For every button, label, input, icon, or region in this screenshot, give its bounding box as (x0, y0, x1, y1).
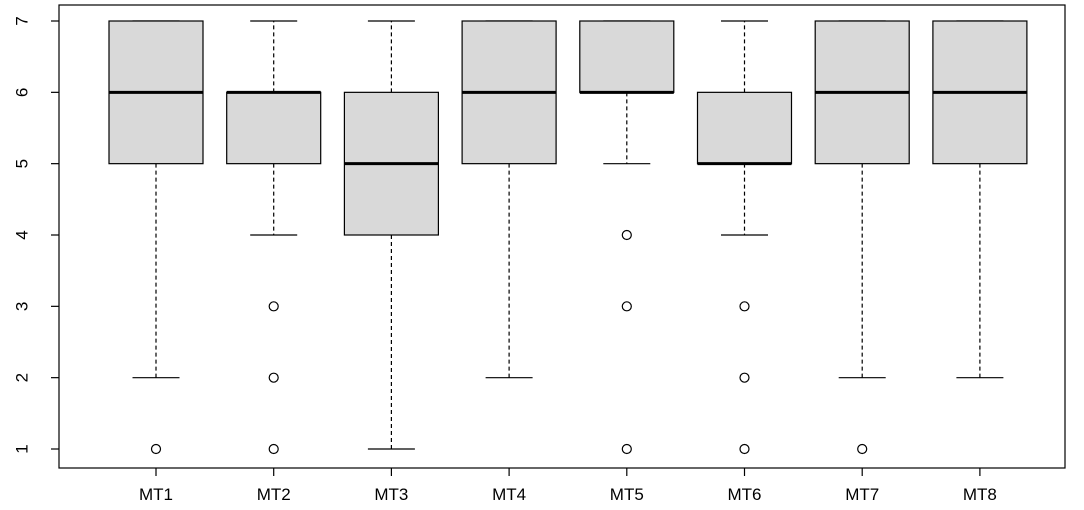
y-tick-label: 4 (13, 230, 32, 239)
outlier-point (621, 301, 632, 312)
outlier-point (739, 372, 750, 383)
y-axis: 1 2 3 4 5 6 7 (13, 16, 59, 454)
outlier-point (150, 443, 162, 455)
x-tick-label: MT3 (374, 485, 408, 504)
y-tick-label: 7 (13, 16, 32, 25)
box-mt5 (579, 20, 675, 455)
x-tick-label: MT8 (963, 485, 997, 504)
outlier-point (739, 301, 750, 312)
box-mt2 (226, 20, 322, 455)
y-tick-label: 5 (13, 159, 32, 168)
outlier-point (621, 229, 632, 241)
x-tick-label: MT5 (610, 485, 644, 504)
box-iqr (579, 20, 675, 93)
box-mt1 (108, 20, 204, 455)
y-tick-label: 3 (13, 302, 32, 311)
y-tick-label: 1 (13, 444, 32, 453)
plot-frame (58, 4, 1066, 469)
outlier-point (268, 372, 279, 383)
x-tick-label: MT1 (139, 485, 173, 504)
y-tick-label: 2 (13, 373, 32, 382)
box-iqr (696, 91, 793, 165)
box-mt8 (932, 20, 1028, 379)
x-tick-label: MT7 (845, 485, 879, 504)
box-mt7 (814, 20, 910, 455)
outlier-point (268, 443, 279, 455)
box-mt6 (696, 20, 793, 455)
x-tick-label: MT6 (728, 485, 762, 504)
boxes-layer (108, 20, 1028, 455)
x-axis-labels: MT1 MT2 MT3 MT4 MT5 MT6 MT7 MT8 (139, 468, 997, 504)
outlier-point (857, 443, 868, 455)
box-iqr (226, 91, 322, 165)
outlier-point (621, 443, 632, 455)
x-tick-label: MT2 (257, 485, 291, 504)
outlier-point (739, 443, 750, 455)
box-mt3 (343, 20, 439, 450)
x-tick-label: MT4 (492, 485, 526, 504)
y-tick-label: 6 (13, 88, 32, 97)
box-mt4 (461, 20, 557, 379)
outlier-point (268, 301, 279, 312)
